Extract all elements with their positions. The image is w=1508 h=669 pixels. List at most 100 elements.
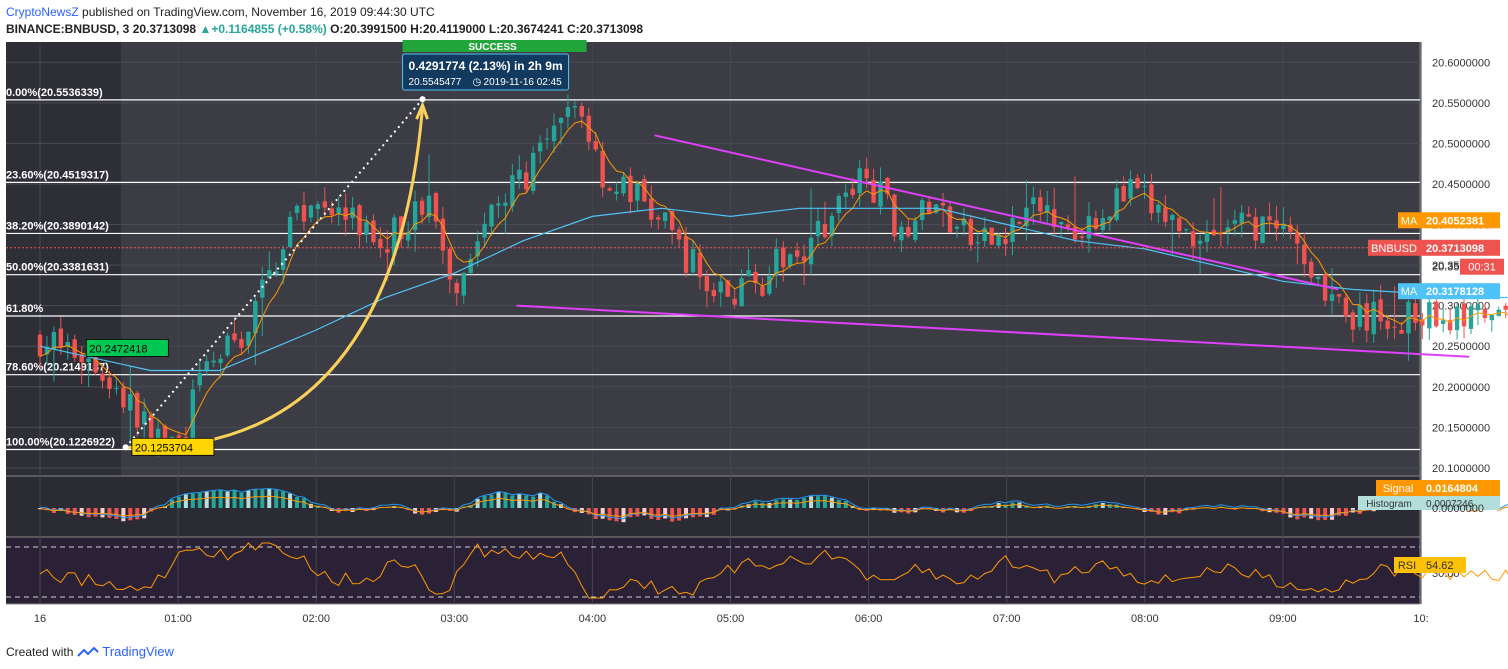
candle xyxy=(961,218,967,226)
macd-bar xyxy=(836,499,841,508)
candle xyxy=(1461,303,1467,327)
macd-bar xyxy=(621,508,626,523)
publisher-name[interactable]: CryptoNewsZ xyxy=(6,5,79,19)
candle xyxy=(690,249,696,273)
candle xyxy=(426,195,432,217)
y-tick-label: 20.1000000 xyxy=(1432,463,1490,475)
x-tick-label: 09:00 xyxy=(1269,613,1297,625)
candle xyxy=(1086,216,1092,239)
candle xyxy=(656,217,661,220)
macd-bar xyxy=(531,496,536,508)
macd-bar xyxy=(704,508,709,518)
candle xyxy=(294,205,300,214)
candle xyxy=(947,206,953,233)
candle xyxy=(1121,186,1126,202)
y-tick-label: 20.2000000 xyxy=(1432,382,1490,394)
candle xyxy=(697,252,703,278)
x-tick-label: 01:00 xyxy=(164,613,192,625)
candle xyxy=(1232,220,1237,224)
price-chart[interactable]: 20.6000000 20.5500000 20.5000000 20.4500000… xyxy=(0,0,1508,640)
macd-bar xyxy=(781,499,786,508)
macd-bar xyxy=(1010,502,1015,508)
x-tick-label: 06:00 xyxy=(855,613,883,625)
candle xyxy=(1364,303,1369,331)
candle xyxy=(155,428,161,444)
macd-zero-label: 0.0000000 xyxy=(1432,503,1484,515)
macd-bar xyxy=(593,508,598,520)
candle xyxy=(1329,294,1335,301)
macd-bar xyxy=(93,508,98,517)
tradingview-link[interactable]: TradingView xyxy=(77,644,174,659)
candle xyxy=(989,227,994,245)
candle xyxy=(267,270,272,278)
candle xyxy=(329,208,334,215)
candle xyxy=(1204,233,1210,242)
macd-bar xyxy=(1323,508,1328,520)
y-tick-label: 20.3000000 xyxy=(1432,301,1490,313)
candle xyxy=(482,223,487,238)
candle xyxy=(1482,309,1488,318)
candle xyxy=(892,194,897,237)
candle xyxy=(815,220,821,237)
macd-bar xyxy=(183,494,188,508)
candle xyxy=(683,236,689,273)
price-marker-box xyxy=(131,437,215,456)
candle xyxy=(801,256,807,262)
candle xyxy=(1163,207,1168,222)
macd-bar xyxy=(552,501,557,508)
candle xyxy=(982,227,987,242)
macd-bar xyxy=(802,498,807,508)
candle xyxy=(732,298,737,305)
projection-end-dot xyxy=(419,96,426,103)
candle xyxy=(760,286,765,296)
macd-bar xyxy=(1295,508,1300,520)
candle xyxy=(843,192,848,197)
candle xyxy=(301,205,307,222)
candle xyxy=(51,331,57,350)
candle xyxy=(600,150,605,188)
candle xyxy=(364,222,369,235)
price-tag-value: 20.3178128 xyxy=(1426,286,1484,298)
candle xyxy=(246,331,251,346)
signal-tag-value-bg xyxy=(1420,480,1500,496)
candle xyxy=(1253,216,1258,241)
candle xyxy=(1065,224,1071,228)
macd-bar xyxy=(684,508,689,519)
candle xyxy=(454,282,459,294)
candle xyxy=(1211,229,1217,236)
candle xyxy=(975,242,980,244)
candle xyxy=(58,328,64,348)
candle xyxy=(864,168,869,179)
macd-bar xyxy=(809,496,814,508)
candle xyxy=(128,394,133,411)
fib-level-label: 38.20%(20.3890142) xyxy=(6,220,109,232)
candle xyxy=(1489,314,1495,321)
candle xyxy=(968,219,974,245)
candle xyxy=(1440,320,1446,324)
candle xyxy=(1503,305,1508,310)
x-tick-label: 08:00 xyxy=(1131,613,1159,625)
macd-bar xyxy=(420,508,425,515)
candle xyxy=(392,217,397,256)
candle xyxy=(1170,215,1175,220)
macd-bar xyxy=(753,501,758,508)
candle xyxy=(405,231,411,241)
candle xyxy=(190,389,196,443)
macd-bar xyxy=(628,508,633,518)
candle xyxy=(197,373,202,386)
candle xyxy=(315,204,321,209)
candle xyxy=(37,334,43,357)
macd-bar xyxy=(1302,508,1307,518)
candle xyxy=(669,210,675,231)
projection-price-text: 20.5545477 xyxy=(409,77,462,88)
macd-bar xyxy=(545,495,550,508)
macd-bar xyxy=(996,503,1001,508)
candle xyxy=(162,425,168,445)
price-marker-label: 20.1253704 xyxy=(135,442,193,454)
histogram-tag-label-bg xyxy=(1358,496,1420,510)
macd-bar xyxy=(649,508,654,519)
candle xyxy=(579,106,585,117)
candle xyxy=(1295,232,1300,244)
histogram-tag-label: Histogram xyxy=(1366,499,1412,510)
candle xyxy=(996,234,1001,246)
